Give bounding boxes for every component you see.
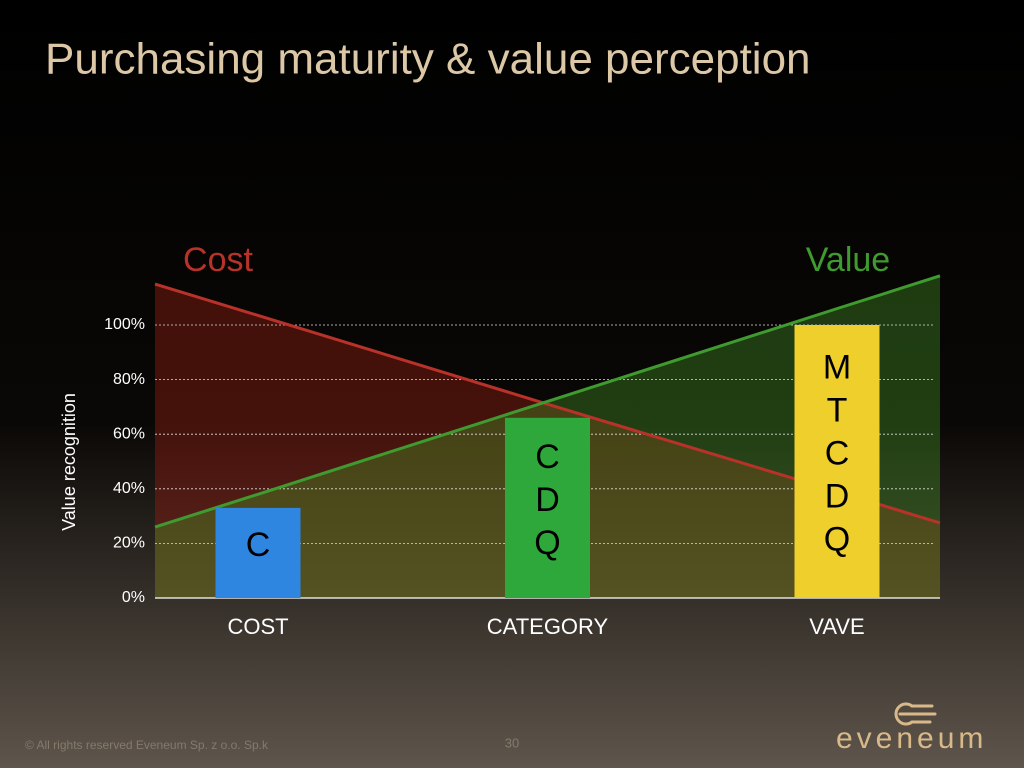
x-tick-label: COST <box>227 614 288 639</box>
y-tick-label: 20% <box>113 535 145 552</box>
bar <box>505 417 590 598</box>
bar-label: C <box>825 434 850 472</box>
bar-label: D <box>825 477 850 515</box>
y-tick-label: 40% <box>113 480 145 497</box>
bar <box>794 325 880 598</box>
plot: 0% 20% 40% 60% 80% 100% Cost Value COST C CATEGORY… <box>104 241 941 639</box>
bar-label: Q <box>824 520 850 558</box>
y-tick-label: 0% <box>122 589 145 606</box>
bar-label: C <box>535 438 560 476</box>
page-number: 30 <box>505 735 519 750</box>
bar-label: M <box>823 348 851 386</box>
series-label: Value <box>806 241 890 279</box>
bar-label: D <box>535 481 560 519</box>
slide-title: Purchasing maturity & value perception <box>45 35 811 84</box>
bar-label: C <box>246 526 271 564</box>
bar <box>215 507 301 598</box>
y-tick-label: 80% <box>113 371 145 388</box>
footer-copyright: © All rights reserved Eveneum Sp. z o.o.… <box>25 738 269 752</box>
y-tick-label: 100% <box>104 316 145 333</box>
x-tick-label: VAVE <box>809 614 864 639</box>
bar-label: Q <box>534 524 560 562</box>
x-tick-label: CATEGORY <box>487 614 609 639</box>
series-label: Cost <box>183 241 253 279</box>
logo-icon <box>894 702 937 726</box>
y-tick-label: 60% <box>113 425 145 442</box>
bar-label: T <box>827 391 848 429</box>
y-axis-label: Value recognition <box>59 393 79 531</box>
logo-text: eveneum <box>836 722 987 755</box>
series-line <box>154 274 941 529</box>
